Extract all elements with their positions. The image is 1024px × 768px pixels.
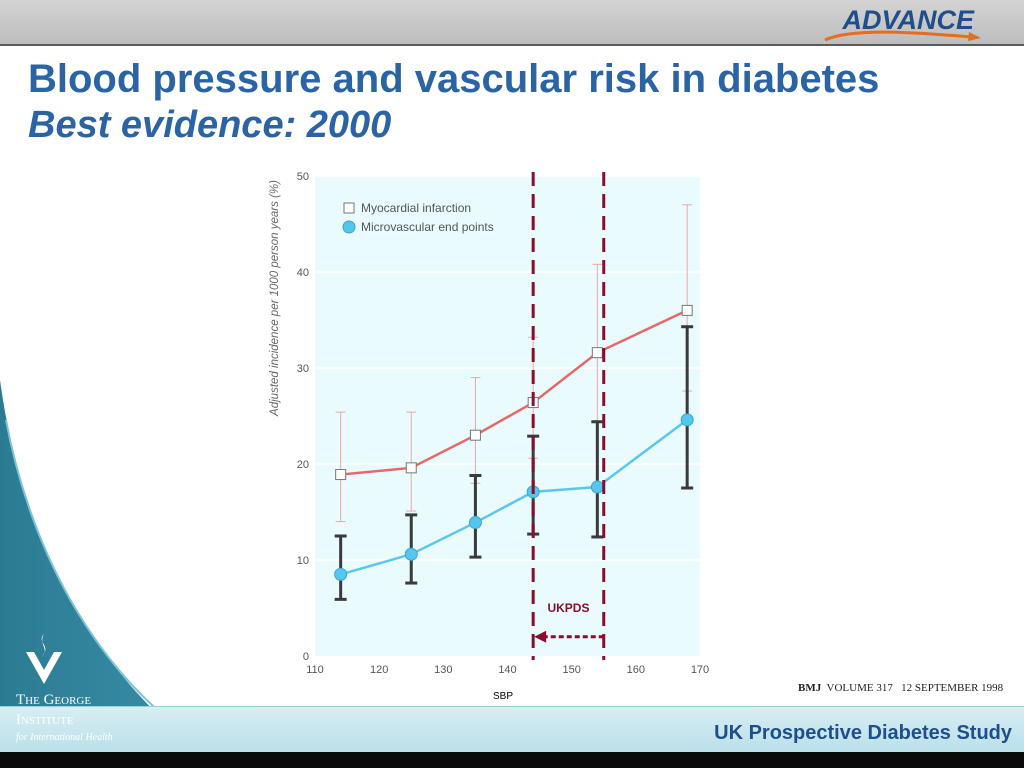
y-tick-label: 20 <box>297 459 309 471</box>
micro-point <box>590 480 604 494</box>
institute-name-line2: Institute <box>16 712 74 728</box>
slide-subtitle: Best evidence: 2000 <box>28 104 392 146</box>
x-tick-label: 170 <box>691 664 709 676</box>
x-tick-label: 120 <box>370 664 388 676</box>
x-tick-label: 130 <box>434 664 452 676</box>
mi-point <box>335 469 347 481</box>
mi-point <box>681 304 693 316</box>
x-tick-label: 110 <box>306 664 324 676</box>
top-header-bar <box>0 0 1024 46</box>
x-tick-label: 140 <box>498 664 516 676</box>
bottom-band <box>0 706 1024 753</box>
y-tick-label: 30 <box>297 363 309 375</box>
x-tick-label: 160 <box>627 664 645 676</box>
slide-title: Blood pressure and vascular risk in diab… <box>28 57 880 101</box>
citation-volume: VOLUME 317 <box>826 682 893 694</box>
micro-point <box>468 516 482 530</box>
institute-name: The George Institute <box>16 690 91 730</box>
legend-micro-marker <box>342 220 356 234</box>
ukpds-label: UKPDS <box>547 601 589 615</box>
y-tick-label: 50 <box>297 171 309 183</box>
micro-point <box>680 413 694 427</box>
micro-point <box>334 567 348 581</box>
institute-emblem-icon <box>26 634 62 684</box>
y-tick-label: 10 <box>297 555 309 567</box>
micro-series-line <box>340 418 688 576</box>
micro-point <box>404 547 418 561</box>
x-tick-label: 150 <box>562 664 580 676</box>
legend-mi-marker <box>343 202 355 214</box>
bottom-dark-strip <box>0 752 1024 768</box>
advance-swoosh-icon <box>824 30 981 42</box>
citation-journal: BMJ <box>798 682 822 694</box>
institute-tagline: for International Health <box>16 732 113 743</box>
citation-date: 12 SEPTEMBER 1998 <box>901 682 1004 694</box>
mi-point <box>591 347 603 359</box>
y-axis-title: Adjusted incidence per 1000 person years… <box>269 180 281 417</box>
legend-micro-label: Microvascular end points <box>361 220 494 234</box>
x-axis-label: SBP <box>493 691 514 702</box>
mi-point <box>469 429 481 441</box>
mi-point <box>405 462 417 474</box>
bmj-citation: BMJ VOLUME 317 12 SEPTEMBER 1998 <box>792 676 1024 700</box>
y-tick-label: 0 <box>303 651 309 663</box>
footer-study-name: UK Prospective Diabetes Study <box>714 722 1012 744</box>
ukpds-arrow-head <box>534 630 547 643</box>
institute-name-line1: The George <box>16 692 92 708</box>
mi-series-line <box>340 309 688 476</box>
y-tick-label: 40 <box>297 267 309 279</box>
advance-logo: ADVANCE <box>842 5 974 35</box>
legend-mi-label: Myocardial infarction <box>361 201 471 215</box>
